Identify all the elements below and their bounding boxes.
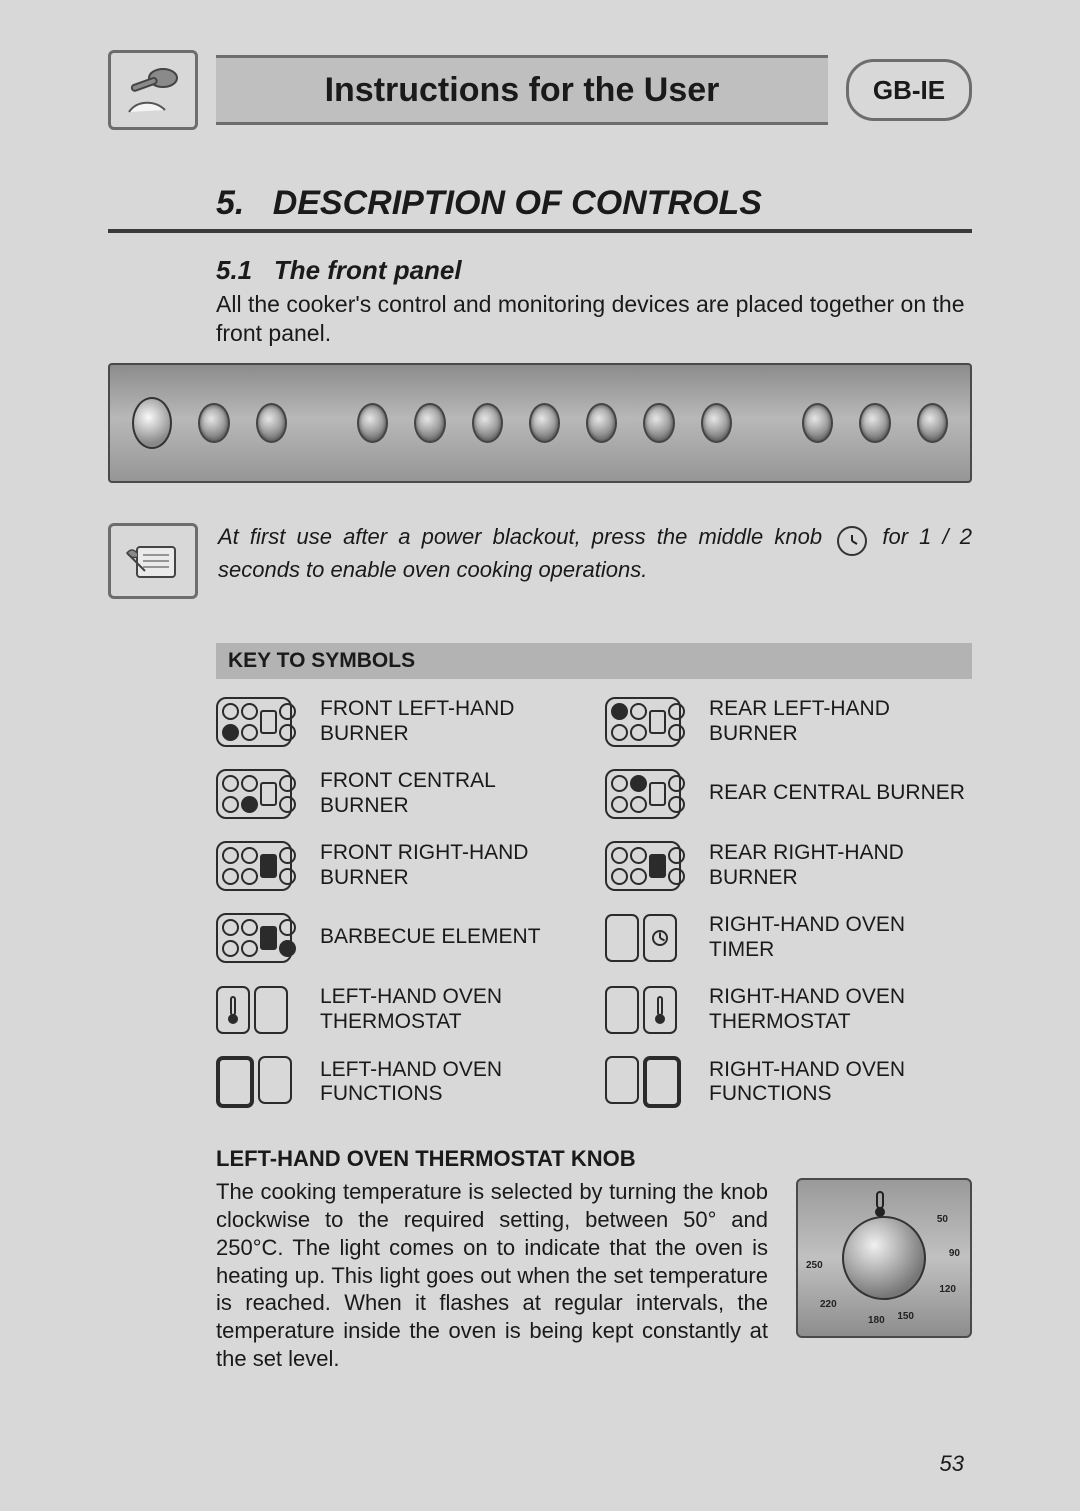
symbol-label: FRONT LEFT-HAND BURNER xyxy=(320,697,583,747)
panel-knob-icon xyxy=(802,403,833,443)
front-right-burner-icon xyxy=(216,841,292,891)
region-badge: GB-IE xyxy=(846,59,972,121)
symbol-label: RIGHT-HAND OVEN THERMOSTAT xyxy=(709,985,972,1035)
note-icon xyxy=(108,523,198,599)
thermostat-paragraph: The cooking temperature is selected by t… xyxy=(216,1178,768,1372)
thermostat-row: The cooking temperature is selected by t… xyxy=(216,1178,972,1372)
tick-label: 120 xyxy=(939,1284,956,1295)
note-text-before: At first use after a power blackout, pre… xyxy=(218,524,822,549)
tick-label: 250 xyxy=(806,1260,823,1271)
middle-knob-inline-icon xyxy=(837,526,867,556)
tick-label: 90 xyxy=(949,1248,960,1259)
symbol-label: LEFT-HAND OVEN THERMOSTAT xyxy=(320,985,583,1035)
page-number: 53 xyxy=(940,1451,964,1477)
key-to-symbols-bar: KEY TO SYMBOLS xyxy=(216,643,972,679)
page: Instructions for the User GB-IE 5. DESCR… xyxy=(0,0,1080,1511)
symbol-label: FRONT CENTRAL BURNER xyxy=(320,769,583,819)
right-oven-thermostat-icon xyxy=(605,986,687,1034)
panel-knob-icon xyxy=(198,403,229,443)
section-heading: DESCRIPTION OF CONTROLS xyxy=(273,184,762,222)
sub-number: 5.1 xyxy=(216,255,252,285)
symbol-label: FRONT RIGHT-HAND BURNER xyxy=(320,841,583,891)
right-oven-functions-icon xyxy=(605,1056,687,1108)
intro-paragraph: All the cooker's control and monitoring … xyxy=(108,290,972,349)
panel-knob-icon xyxy=(414,403,445,443)
rear-central-burner-icon xyxy=(605,769,681,819)
symbol-label: BARBECUE ELEMENT xyxy=(320,925,583,950)
tick-label: 220 xyxy=(820,1299,837,1310)
front-left-burner-icon xyxy=(216,697,292,747)
thermostat-heading: LEFT-HAND OVEN THERMOSTAT KNOB xyxy=(216,1146,972,1172)
panel-knob-icon xyxy=(701,403,732,443)
spoon-icon xyxy=(108,50,198,130)
panel-knob-icon xyxy=(859,403,890,443)
panel-knob-icon xyxy=(586,403,617,443)
panel-clock-icon xyxy=(132,397,172,449)
front-panel-illustration xyxy=(108,363,972,483)
panel-knob-icon xyxy=(643,403,674,443)
sub-section-title: 5.1 The front panel xyxy=(108,255,972,286)
symbol-label: RIGHT-HAND OVEN TIMER xyxy=(709,913,972,963)
note-row: At first use after a power blackout, pre… xyxy=(108,523,972,599)
tick-label: 150 xyxy=(897,1311,914,1322)
symbol-label: REAR LEFT-HAND BURNER xyxy=(709,697,972,747)
tick-label: 50 xyxy=(937,1214,948,1225)
panel-knob-icon xyxy=(357,403,388,443)
sub-heading: The front panel xyxy=(274,255,462,285)
rear-left-burner-icon xyxy=(605,697,681,747)
symbol-label: RIGHT-HAND OVEN FUNCTIONS xyxy=(709,1058,972,1108)
panel-knob-icon xyxy=(256,403,287,443)
section-number: 5. xyxy=(216,184,244,222)
front-central-burner-icon xyxy=(216,769,292,819)
header-row: Instructions for the User GB-IE xyxy=(108,50,972,130)
symbol-grid: FRONT LEFT-HAND BURNER REAR LEFT-HAND BU… xyxy=(216,697,972,1109)
right-oven-timer-icon xyxy=(605,914,687,962)
note-text: At first use after a power blackout, pre… xyxy=(218,523,972,584)
left-oven-functions-icon xyxy=(216,1056,298,1108)
symbol-label: LEFT-HAND OVEN FUNCTIONS xyxy=(320,1058,583,1108)
symbol-label: REAR CENTRAL BURNER xyxy=(709,781,972,806)
left-oven-thermostat-icon xyxy=(216,986,298,1034)
panel-knob-icon xyxy=(917,403,948,443)
symbol-label: REAR RIGHT-HAND BURNER xyxy=(709,841,972,891)
tick-label: 180 xyxy=(868,1315,885,1326)
rear-right-burner-icon xyxy=(605,841,681,891)
barbecue-element-icon xyxy=(216,913,292,963)
dial-icon xyxy=(842,1216,926,1300)
thermostat-knob-illustration: 50 90 120 150 180 220 250 xyxy=(796,1178,972,1338)
panel-knob-icon xyxy=(529,403,560,443)
panel-knob-icon xyxy=(472,403,503,443)
section-title: 5. DESCRIPTION OF CONTROLS xyxy=(108,184,972,233)
header-title: Instructions for the User xyxy=(216,55,828,125)
